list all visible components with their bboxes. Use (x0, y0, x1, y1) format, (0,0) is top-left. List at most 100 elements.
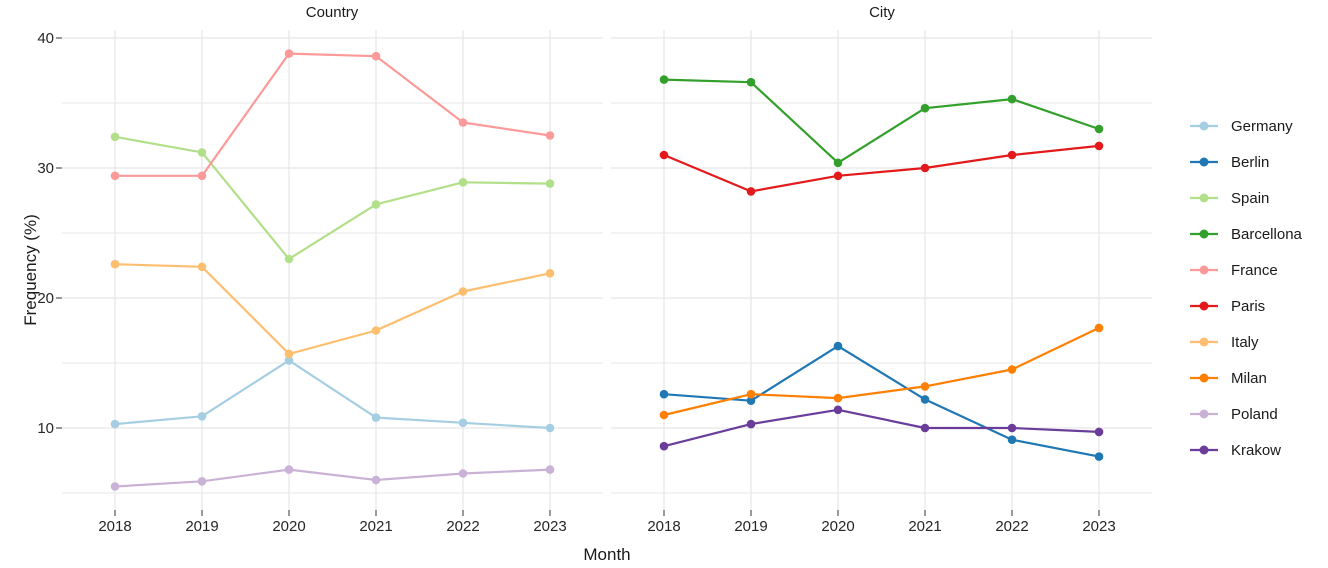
series-Barcellona-point-2019 (746, 77, 756, 87)
series-Paris-point-2020 (833, 171, 843, 181)
legend-label: Germany (1231, 118, 1293, 135)
series-Berlin-point-2021 (920, 395, 930, 404)
series-Spain-point-2021 (371, 200, 381, 209)
legend-label: Spain (1231, 190, 1269, 207)
series-Krakow-point-2023 (1094, 427, 1104, 437)
series-Italy-point-2020 (284, 349, 294, 359)
legend-label: Italy (1231, 334, 1259, 351)
series-Poland-point-2023 (545, 465, 555, 474)
series-Spain-point-2019 (197, 148, 207, 157)
series-Germany-line (113, 359, 552, 430)
y-tick-label-30: 30 (37, 160, 54, 177)
legend-label: Barcellona (1231, 226, 1303, 243)
series-Germany-point-2021 (371, 413, 381, 422)
legend-point-swatch (1199, 445, 1209, 455)
legend-point-swatch (1199, 373, 1209, 383)
series-Milan-point-2018 (659, 410, 669, 420)
series-Milan-point-2020 (833, 393, 843, 403)
series-Milan-point-2023 (1094, 323, 1104, 333)
series-Spain-line (113, 135, 552, 261)
series-Barcellona-point-2021 (920, 103, 930, 113)
x-tick-label-2018: 2018 (647, 518, 680, 535)
legend-label: Milan (1231, 370, 1267, 387)
series-France-line (113, 52, 552, 177)
series-Berlin-line (662, 345, 1101, 458)
series-France-point-2023 (545, 131, 555, 140)
series-Berlin (659, 341, 1104, 461)
series-Krakow-point-2018 (659, 441, 669, 451)
series-Berlin-point-2018 (659, 389, 669, 399)
series-Spain-point-2022 (458, 178, 468, 187)
panel-city: 2018 2019 2020 2021 2022 2023 (611, 30, 1152, 535)
series-Paris-point-2023 (1094, 141, 1104, 151)
series-Poland-point-2020 (284, 465, 294, 474)
x-tick-label-2021: 2021 (359, 518, 392, 535)
y-tick-label-20: 20 (37, 290, 54, 307)
legend-point-swatch (1199, 121, 1209, 131)
series-Germany (110, 356, 555, 433)
series-Paris-line (662, 144, 1101, 193)
series-France (110, 49, 555, 181)
legend-point-swatch (1199, 265, 1209, 275)
legend-item-Milan: Milan (1190, 370, 1267, 387)
series-Italy-point-2019 (197, 262, 207, 272)
series-Paris-point-2019 (746, 187, 756, 196)
legend-point-swatch (1199, 337, 1209, 347)
series-Milan-line (662, 326, 1101, 417)
legend-label: Paris (1231, 298, 1265, 315)
y-tick-label-10: 10 (37, 420, 54, 437)
series-Italy-point-2022 (458, 287, 468, 296)
series-Barcellona-line (662, 78, 1101, 164)
legend-item-Germany: Germany (1190, 118, 1293, 135)
legend-item-Barcellona: Barcellona (1190, 226, 1303, 243)
series-Krakow-line (662, 408, 1101, 448)
series-France-point-2021 (371, 51, 381, 61)
series-Barcellona-point-2022 (1007, 94, 1017, 104)
y-tick-label-40: 40 (37, 30, 54, 47)
x-tick-label-2020: 2020 (272, 518, 305, 535)
series-Spain-point-2018 (110, 132, 120, 142)
x-tick-label-2021: 2021 (908, 518, 941, 535)
series-Poland-point-2021 (371, 475, 381, 485)
series-Krakow (659, 405, 1104, 451)
legend-item-Spain: Spain (1190, 190, 1269, 207)
series-Berlin-point-2022 (1007, 435, 1017, 445)
series-Barcellona-point-2018 (659, 75, 669, 84)
panel-title-country: Country (306, 4, 359, 21)
x-tick-label-2023: 2023 (1082, 518, 1115, 535)
x-tick-label-2022: 2022 (446, 518, 479, 535)
legend-point-swatch (1199, 409, 1209, 419)
series-Poland-point-2018 (110, 482, 120, 491)
legend-point-swatch (1199, 157, 1209, 167)
series-Paris-point-2022 (1007, 150, 1017, 160)
series-Italy (110, 259, 555, 359)
series-Paris-point-2021 (920, 163, 930, 173)
series-Berlin-point-2019 (746, 396, 756, 406)
legend-item-Krakow: Krakow (1190, 442, 1281, 459)
x-tick-label-2018: 2018 (98, 518, 131, 535)
x-tick-label-2019: 2019 (734, 518, 767, 535)
y-axis-title: Frequency (%) (21, 214, 40, 325)
series-Poland-line (113, 468, 552, 488)
series-Poland-point-2022 (458, 469, 468, 478)
series-Italy-line (113, 263, 552, 355)
series-Barcellona (659, 75, 1104, 168)
x-tick-label-2019: 2019 (185, 518, 218, 535)
series-Germany-point-2018 (110, 419, 120, 429)
legend: Germany Berlin Spain Barcellona France Paris I… (1190, 118, 1303, 459)
series-Barcellona-point-2020 (833, 158, 843, 168)
series-Poland (110, 465, 555, 491)
legend-item-Paris: Paris (1190, 298, 1265, 315)
series-Poland-point-2019 (197, 477, 207, 486)
x-tick-label-2022: 2022 (995, 518, 1028, 535)
series-Spain (110, 132, 555, 264)
plot-panels: 2018 2019 2020 2021 2022 2023 10 20 30 40 2018 2019… (37, 30, 1152, 535)
series-Paris (659, 141, 1104, 196)
legend-label: Krakow (1231, 442, 1281, 459)
series-Italy-point-2021 (371, 326, 381, 335)
legend-label: France (1231, 262, 1278, 279)
series-Milan (659, 323, 1104, 420)
series-Berlin-point-2023 (1094, 452, 1104, 461)
legend-item-Berlin: Berlin (1190, 154, 1269, 171)
series-France-point-2020 (284, 49, 294, 58)
